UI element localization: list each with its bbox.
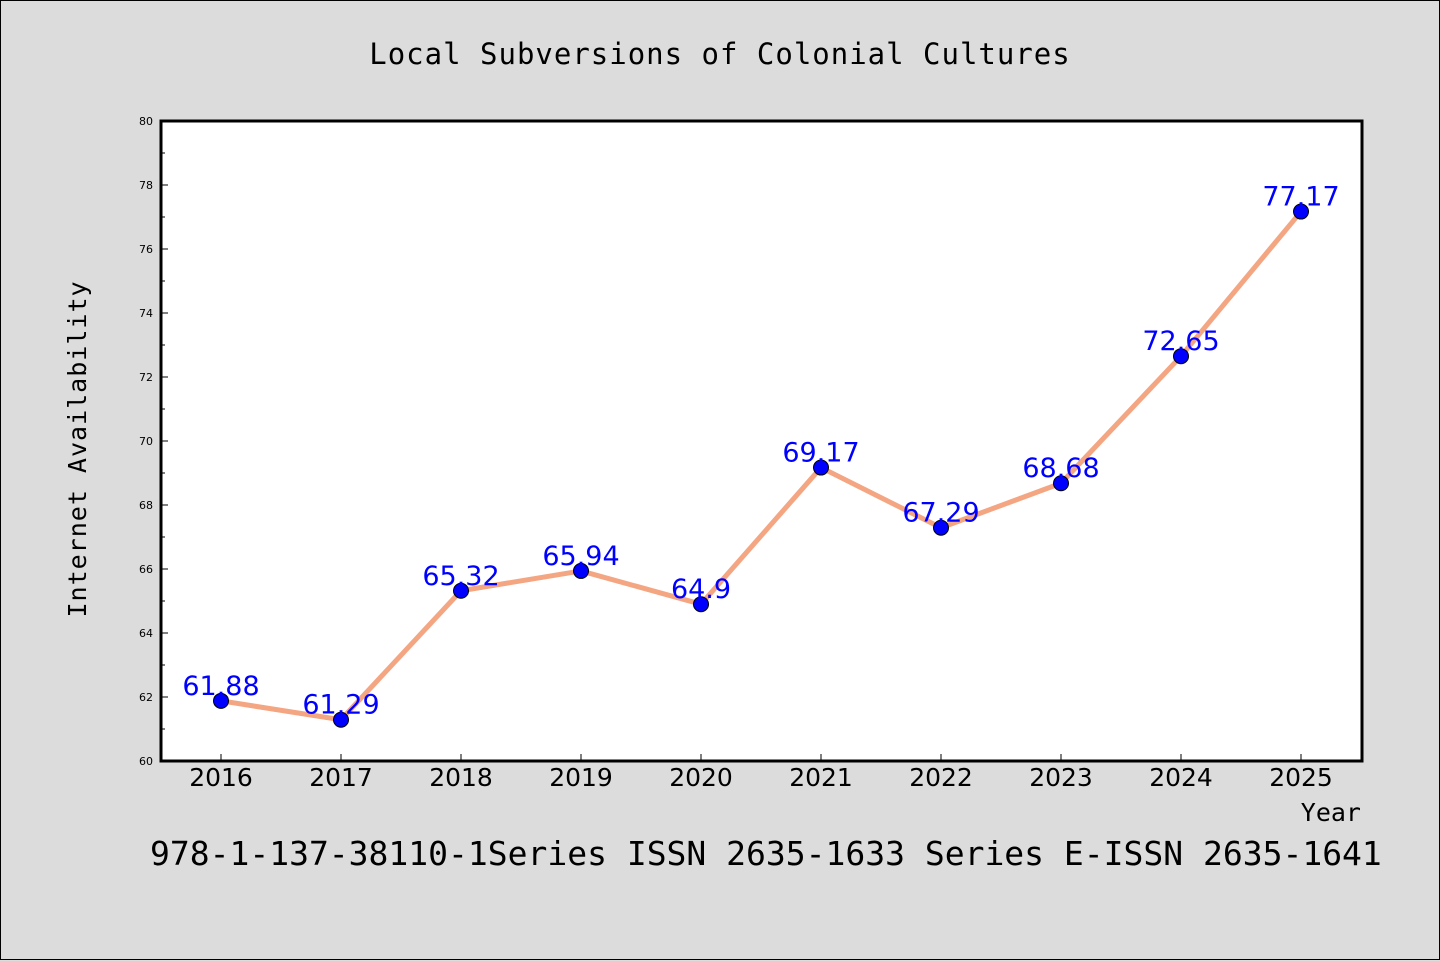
y-tick-label: 78 bbox=[139, 179, 153, 192]
y-axis-label: Internet Availability bbox=[63, 280, 92, 617]
data-point bbox=[1173, 348, 1189, 365]
series-line bbox=[218, 209, 1304, 723]
data-point bbox=[573, 562, 589, 579]
x-tick-label: 2024 bbox=[1149, 763, 1213, 792]
data-label: 65.94 bbox=[542, 541, 619, 572]
x-tick-label: 2018 bbox=[429, 763, 493, 792]
x-tick-label: 2019 bbox=[549, 763, 613, 792]
x-tick-label: 2016 bbox=[189, 763, 253, 792]
y-tick-label: 74 bbox=[139, 307, 153, 320]
data-label: 69.17 bbox=[782, 438, 859, 469]
x-axis-label: Year bbox=[1301, 798, 1361, 827]
data-point bbox=[1293, 203, 1309, 220]
series-markers bbox=[213, 203, 1309, 728]
data-labels: 61.88 61.29 65.32 65.94 64.9 69.17 67.29 68.68 7… bbox=[182, 182, 1339, 721]
y-tick-label: 80 bbox=[139, 115, 153, 128]
y-tick-label: 70 bbox=[139, 435, 153, 448]
y-tick-label: 66 bbox=[139, 563, 153, 576]
data-label: 61.88 bbox=[182, 671, 259, 702]
plot-area bbox=[159, 119, 1364, 763]
y-tick-label: 68 bbox=[139, 499, 153, 512]
x-axis: 2016 2017 2018 2019 2020 2021 2022 2023 2024 2025 bbox=[189, 754, 1333, 792]
x-tick-label: 2020 bbox=[669, 763, 733, 792]
footer-text: 978-1-137-38110-1Series ISSN 2635-1633 S… bbox=[150, 834, 1382, 873]
chart-title: Local Subversions of Colonial Cultures bbox=[369, 37, 1070, 71]
x-tick-label: 2021 bbox=[789, 763, 853, 792]
data-label: 77.17 bbox=[1262, 182, 1339, 213]
y-tick-label: 72 bbox=[139, 371, 153, 384]
data-point bbox=[333, 711, 349, 728]
data-point bbox=[693, 596, 709, 613]
y-tick-label: 60 bbox=[139, 755, 153, 768]
x-tick-label: 2023 bbox=[1029, 763, 1093, 792]
data-point bbox=[1053, 475, 1069, 492]
x-tick-label: 2025 bbox=[1269, 763, 1333, 792]
data-label: 67.29 bbox=[902, 498, 979, 529]
data-point bbox=[213, 692, 229, 709]
y-axis: 60 62 64 66 68 70 72 74 76 78 80 bbox=[139, 115, 168, 768]
y-tick-label: 64 bbox=[139, 627, 153, 640]
y-tick-label: 76 bbox=[139, 243, 153, 256]
data-label: 64.9 bbox=[671, 574, 731, 605]
data-label: 65.32 bbox=[422, 561, 499, 592]
data-point bbox=[813, 459, 829, 476]
data-point bbox=[453, 582, 469, 599]
data-label: 61.29 bbox=[302, 690, 379, 721]
data-point bbox=[933, 519, 949, 536]
x-tick-label: 2017 bbox=[309, 763, 373, 792]
x-tick-label: 2022 bbox=[909, 763, 973, 792]
y-tick-label: 62 bbox=[139, 691, 153, 704]
data-label: 72.65 bbox=[1142, 326, 1219, 357]
data-label: 68.68 bbox=[1022, 453, 1099, 484]
